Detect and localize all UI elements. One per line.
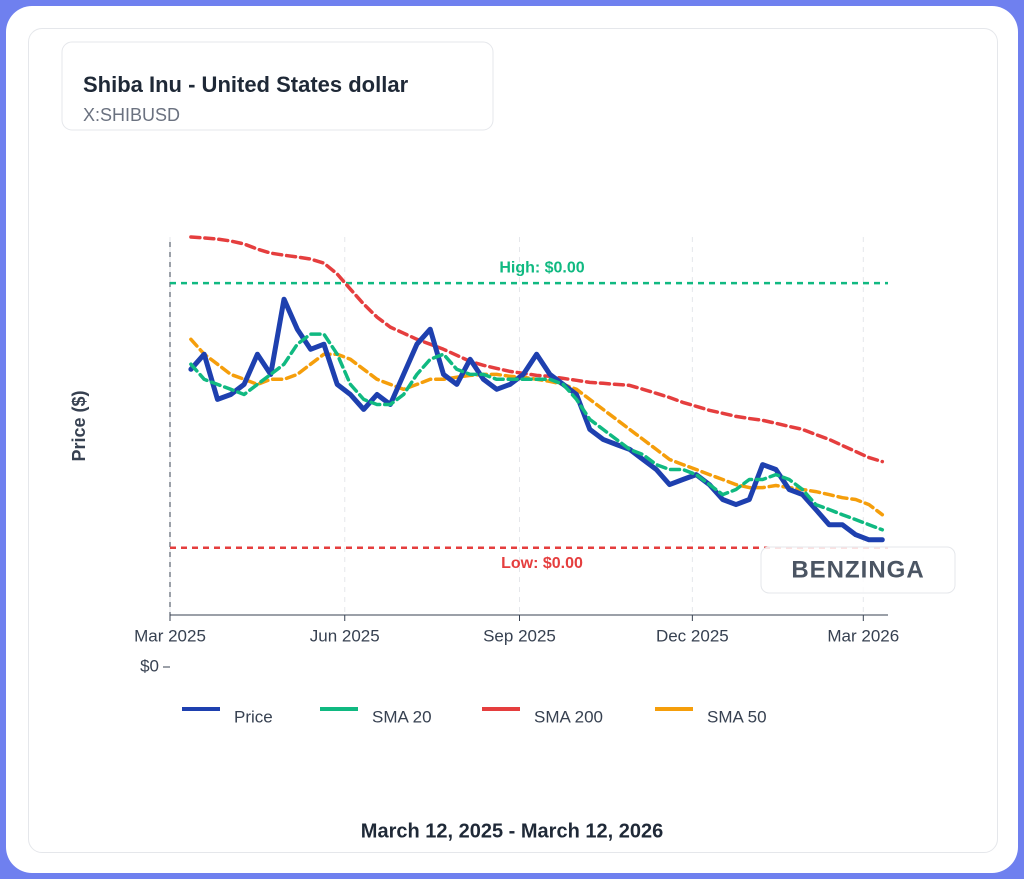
chart-title: Shiba Inu - United States dollar xyxy=(83,72,409,97)
low-label: Low: $0.00 xyxy=(501,555,583,572)
y-tick-label: $0 xyxy=(140,656,159,675)
watermark: BENZINGA xyxy=(791,556,924,583)
high-label: High: $0.00 xyxy=(499,259,584,276)
card xyxy=(28,28,998,853)
price-line xyxy=(188,296,885,543)
legend-label: Price xyxy=(234,707,273,726)
legend-label: SMA 50 xyxy=(707,707,767,726)
x-tick-label: Mar 2025 xyxy=(134,626,206,645)
x-tick-label: Sep 2025 xyxy=(483,626,556,645)
date-range: March 12, 2025 - March 12, 2026 xyxy=(361,820,663,842)
x-tick-label: Mar 2026 xyxy=(827,626,899,645)
frame xyxy=(6,6,1018,873)
sma-line xyxy=(189,332,885,532)
title-box xyxy=(61,41,494,131)
y-axis-label: Price ($) xyxy=(69,390,89,461)
chart-subtitle: X:SHIBUSD xyxy=(83,105,180,125)
sma-line xyxy=(189,337,885,517)
legend-label: SMA 20 xyxy=(372,707,432,726)
x-tick-label: Jun 2025 xyxy=(310,626,380,645)
x-tick-label: Dec 2025 xyxy=(656,626,729,645)
legend-label: SMA 200 xyxy=(534,707,603,726)
watermark-box xyxy=(760,546,956,594)
sma-line xyxy=(189,235,885,464)
